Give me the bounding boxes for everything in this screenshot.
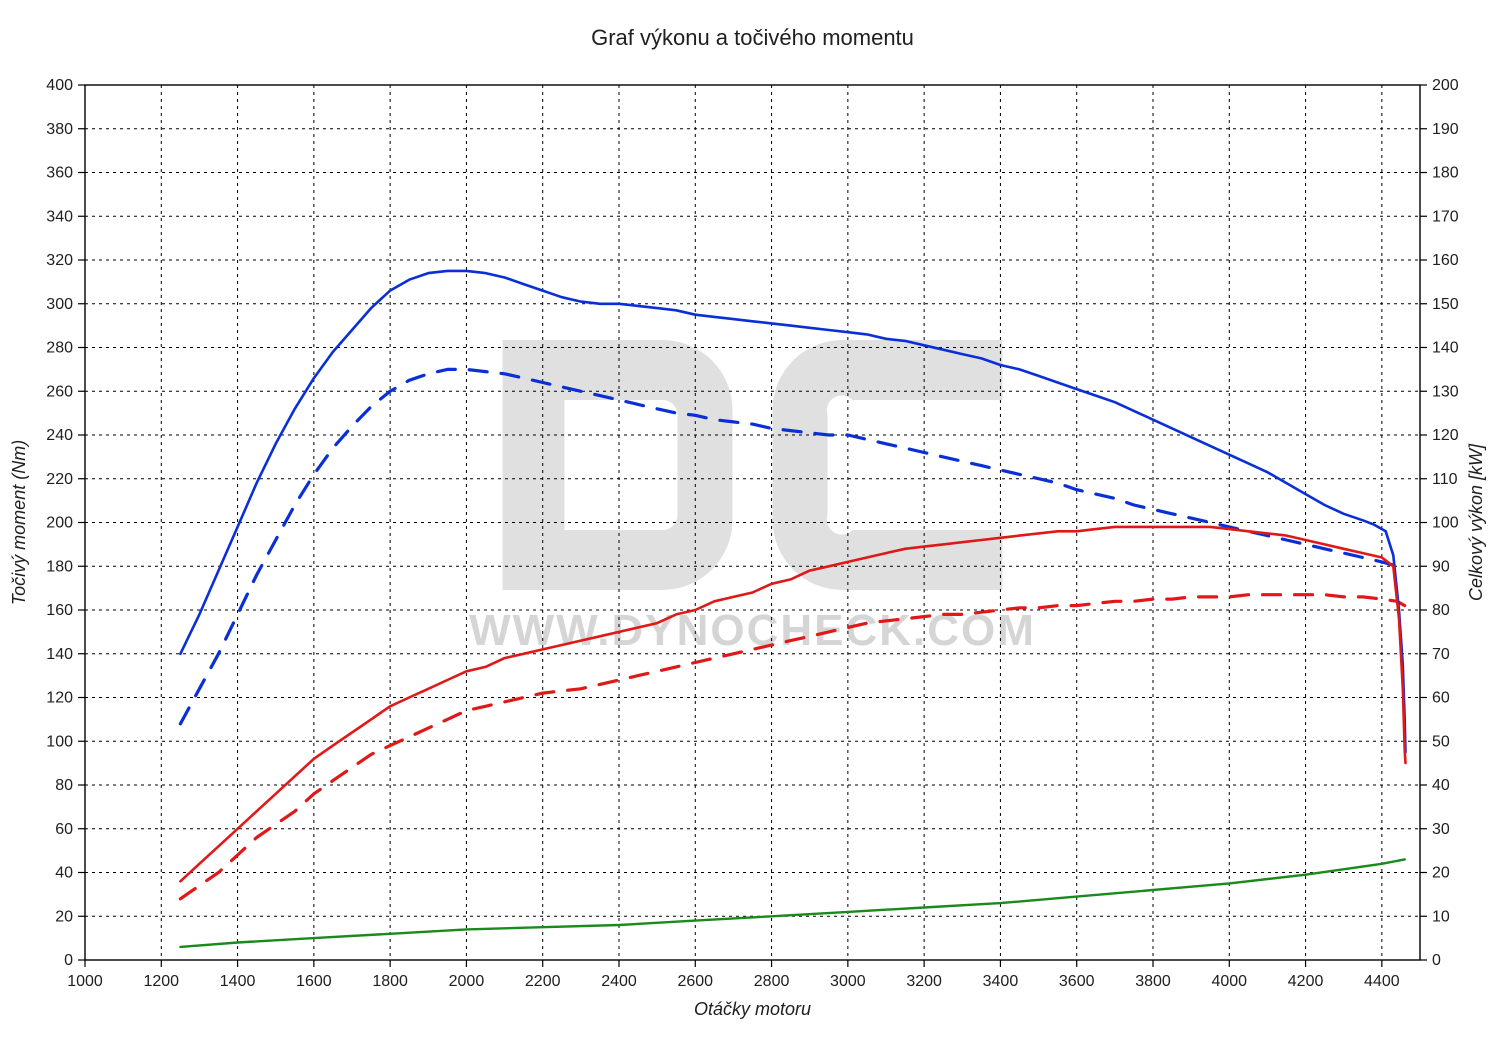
y-right-tick-label: 60	[1432, 690, 1450, 707]
x-tick-label: 3000	[830, 973, 866, 990]
x-tick-label: 2000	[449, 973, 485, 990]
watermark: WWW.DYNOCHECK.COM	[469, 340, 1036, 655]
x-tick-label: 3600	[1059, 973, 1095, 990]
dyno-chart: WWW.DYNOCHECK.COM 1000120014001600180020…	[0, 0, 1500, 1041]
y-right-tick-label: 130	[1432, 383, 1459, 400]
y-right-tick-label: 100	[1432, 515, 1459, 532]
x-tick-label: 2600	[677, 973, 713, 990]
y-left-tick-label: 40	[55, 865, 73, 882]
y-right-tick-label: 30	[1432, 821, 1450, 838]
x-tick-label: 1000	[67, 973, 103, 990]
y-right-tick-label: 170	[1432, 208, 1459, 225]
y-left-tick-label: 200	[46, 515, 73, 532]
y-right-tick-label: 120	[1432, 427, 1459, 444]
y-left-tick-label: 180	[46, 558, 73, 575]
y-right-tick-label: 40	[1432, 777, 1450, 794]
y-left-tick-label: 300	[46, 296, 73, 313]
y-left-tick-label: 160	[46, 602, 73, 619]
y-right-tick-label: 70	[1432, 646, 1450, 663]
chart-title: Graf výkonu a točivého momentu	[591, 25, 914, 50]
y-left-axis-label: Točivý moment (Nm)	[9, 440, 29, 605]
x-tick-label: 1800	[372, 973, 408, 990]
y-left-tick-label: 20	[55, 908, 73, 925]
x-tick-label: 4200	[1288, 973, 1324, 990]
y-left-tick-label: 360	[46, 165, 73, 182]
chart-svg: WWW.DYNOCHECK.COM 1000120014001600180020…	[0, 0, 1500, 1041]
y-left-tick-label: 400	[46, 77, 73, 94]
x-tick-label: 3200	[906, 973, 942, 990]
y-right-tick-label: 180	[1432, 165, 1459, 182]
y-right-tick-label: 90	[1432, 558, 1450, 575]
y-left-tick-label: 320	[46, 252, 73, 269]
tick-labels: 1000120014001600180020002200240026002800…	[46, 77, 1459, 990]
x-tick-label: 1600	[296, 973, 332, 990]
y-right-tick-label: 160	[1432, 252, 1459, 269]
x-tick-label: 2800	[754, 973, 790, 990]
y-right-tick-label: 10	[1432, 908, 1450, 925]
x-tick-label: 1200	[143, 973, 179, 990]
y-left-tick-label: 140	[46, 646, 73, 663]
y-right-tick-label: 150	[1432, 296, 1459, 313]
y-left-tick-label: 0	[64, 952, 73, 969]
y-right-tick-label: 80	[1432, 602, 1450, 619]
y-right-axis-label: Celkový výkon [kW]	[1466, 443, 1486, 601]
y-left-tick-label: 240	[46, 427, 73, 444]
y-left-tick-label: 120	[46, 690, 73, 707]
series-power_solid	[180, 527, 1405, 881]
y-left-tick-label: 380	[46, 121, 73, 138]
y-left-tick-label: 80	[55, 777, 73, 794]
y-right-tick-label: 110	[1432, 471, 1458, 488]
y-left-tick-label: 100	[46, 733, 73, 750]
x-tick-label: 4400	[1364, 973, 1400, 990]
series-power_dash	[180, 595, 1404, 899]
y-left-tick-label: 60	[55, 821, 73, 838]
y-right-tick-label: 20	[1432, 865, 1450, 882]
x-tick-label: 3400	[983, 973, 1019, 990]
x-tick-label: 2400	[601, 973, 637, 990]
x-axis-label: Otáčky motoru	[694, 999, 811, 1019]
y-left-tick-label: 220	[46, 471, 73, 488]
x-tick-label: 3800	[1135, 973, 1171, 990]
y-right-tick-label: 0	[1432, 952, 1441, 969]
y-left-tick-label: 260	[46, 383, 73, 400]
x-tick-label: 2200	[525, 973, 561, 990]
y-right-tick-label: 50	[1432, 733, 1450, 750]
y-right-tick-label: 140	[1432, 340, 1459, 357]
y-right-tick-label: 190	[1432, 121, 1459, 138]
y-left-tick-label: 340	[46, 208, 73, 225]
y-left-tick-label: 280	[46, 340, 73, 357]
x-tick-label: 1400	[220, 973, 256, 990]
x-tick-label: 4000	[1211, 973, 1247, 990]
y-right-tick-label: 200	[1432, 77, 1459, 94]
